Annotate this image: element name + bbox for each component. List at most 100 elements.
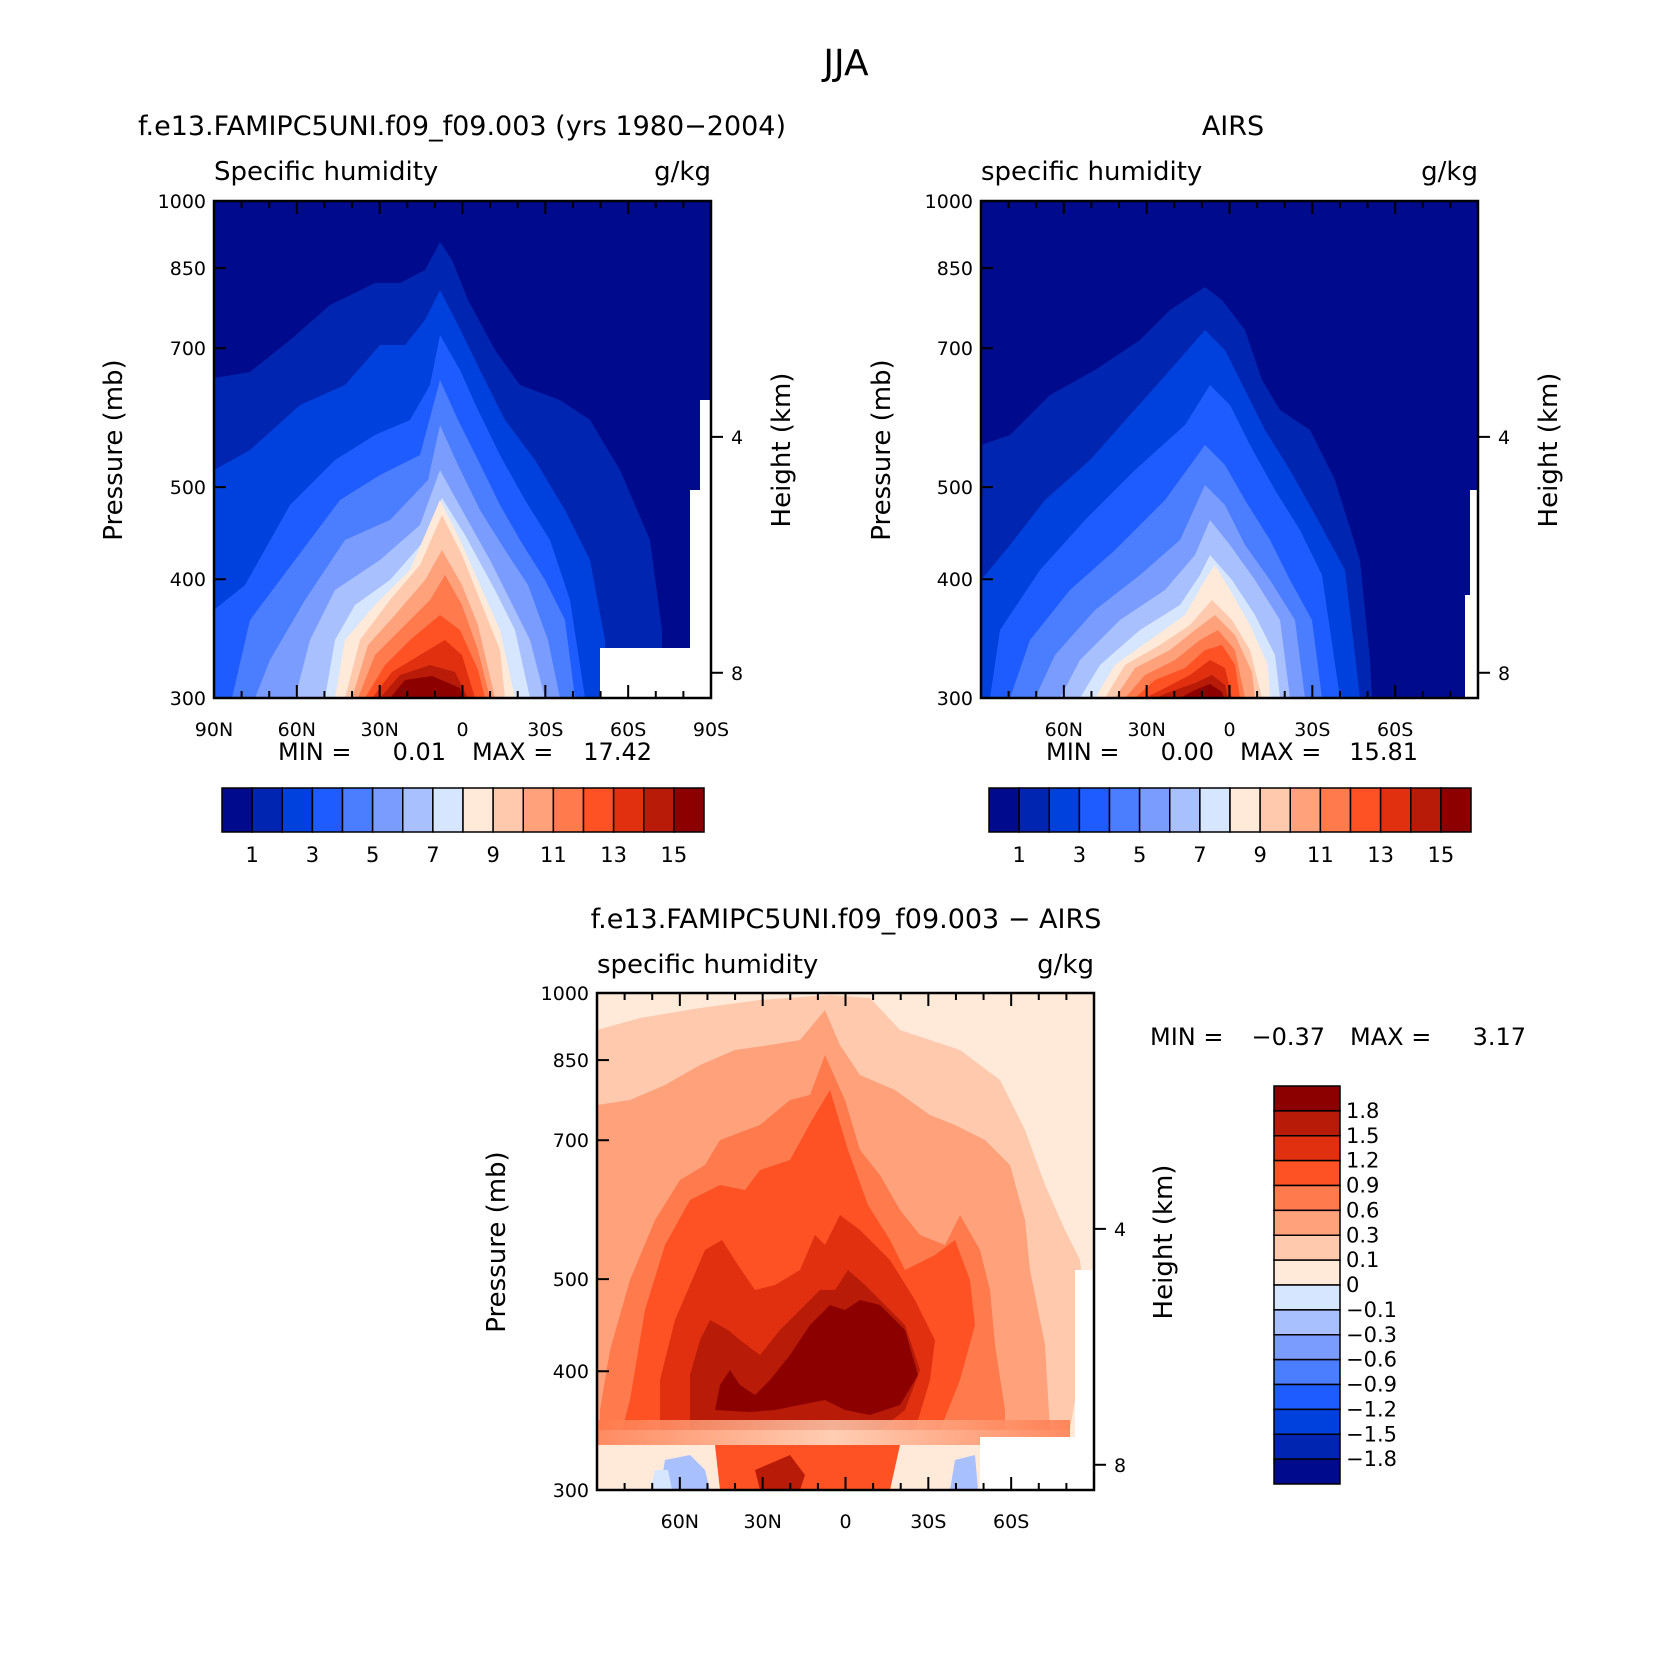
x-tick-label: 90S — [693, 719, 729, 741]
colorbar-box — [1273, 1110, 1341, 1137]
y-tick-label: 400 — [937, 569, 973, 591]
missing-data-mask — [980, 1270, 1094, 1490]
y-tick-label: 300 — [553, 1480, 589, 1502]
panel-model: f.e13.FAMIPC5UNI.f09_f09.003 (yrs 1980−2… — [99, 111, 797, 867]
colorbar-box — [1273, 1309, 1341, 1336]
panel-airs-max-label: MAX = — [1240, 738, 1321, 766]
colorbar-label: 0.6 — [1346, 1198, 1379, 1222]
y-right-tick-label: 8 — [1114, 1455, 1126, 1477]
x-tick-label: 0 — [1223, 719, 1235, 741]
panel-model-right-string: g/kg — [654, 157, 711, 187]
panel-airs-min-label: MIN = — [1046, 738, 1119, 766]
colorbar-label: −1.2 — [1346, 1397, 1397, 1421]
panel-airs-ylabel-right: Height (km) — [1534, 373, 1564, 528]
x-tick-label: 30N — [743, 1511, 781, 1533]
y-right-tick-label: 8 — [1498, 663, 1510, 685]
colorbar-box — [1108, 787, 1141, 833]
colorbar-label: 7 — [426, 843, 439, 867]
colorbar-label: 1 — [1012, 843, 1025, 867]
colorbar-box — [1273, 1358, 1341, 1386]
colorbar-box — [251, 787, 283, 833]
panel-airs-left-string: specific humidity — [981, 157, 1202, 187]
colorbar-label: 1.8 — [1346, 1099, 1379, 1123]
y-tick-label: 500 — [937, 477, 973, 499]
panel-airs: AIRS specific humidity g/kg 60N 30N 0 30S 60… — [867, 111, 1564, 867]
panel-model-ylabel-right: Height (km) — [767, 373, 797, 528]
x-tick-label: 60S — [993, 1511, 1029, 1533]
x-tick-label: 0 — [456, 719, 468, 741]
colorbar-label: 15 — [661, 843, 688, 867]
panel-airs-frame: 60N 30N 0 30S 60S 300 400 500 700 850 1000 8 4 — [925, 191, 1510, 741]
colorbar-label: 9 — [486, 843, 499, 867]
panel-model-frame: 90N 60N 30N 0 30S 60S 90S 300 400 500 700 850 1000 8 4 — [158, 191, 743, 741]
colorbar-box — [1410, 787, 1442, 833]
x-tick-label: 30N — [1127, 719, 1165, 741]
colorbar-label: 0.9 — [1346, 1174, 1379, 1198]
panel-airs-title: AIRS — [1202, 111, 1264, 142]
colorbar-box — [462, 787, 494, 833]
colorbar-label: 3 — [1073, 843, 1086, 867]
y-tick-label: 400 — [170, 569, 206, 591]
colorbar-label: 1.5 — [1346, 1124, 1379, 1148]
y-tick-label: 300 — [170, 688, 206, 710]
colorbar-box — [1273, 1135, 1341, 1162]
x-tick-label: 60N — [1045, 719, 1083, 741]
colorbar-label: 5 — [1133, 843, 1146, 867]
y-tick-label: 700 — [170, 338, 206, 360]
colorbar-box — [1078, 787, 1111, 833]
panel-model-min-value: 0.01 — [393, 738, 446, 766]
colorbar-label: −0.6 — [1346, 1348, 1397, 1372]
y-tick-label: 500 — [170, 477, 206, 499]
figure-title: JJA — [821, 43, 869, 84]
colorbar-label: −0.3 — [1346, 1323, 1397, 1347]
panel-diff-ylabel: Pressure (mb) — [482, 1151, 512, 1332]
panel-diff-max-value: 3.17 — [1473, 1023, 1526, 1051]
x-tick-label: 60N — [661, 1511, 699, 1533]
panel-model-title: f.e13.FAMIPC5UNI.f09_f09.003 (yrs 1980−2… — [138, 111, 786, 142]
y-right-tick-label: 4 — [731, 427, 743, 449]
x-tick-label: 30S — [527, 719, 563, 741]
y-tick-label: 300 — [937, 688, 973, 710]
colorbar-box — [1273, 1433, 1341, 1460]
x-tick-label: 60S — [610, 719, 646, 741]
panel-model-contours — [214, 201, 711, 698]
colorbar-box — [612, 787, 645, 833]
colorbar-box — [371, 787, 404, 833]
colorbar-box — [1273, 1209, 1341, 1236]
colorbar-label: −0.1 — [1346, 1298, 1397, 1322]
colorbar-box — [1169, 787, 1201, 833]
colorbar-box — [1319, 787, 1352, 833]
colorbar-label: 11 — [540, 843, 567, 867]
colorbar-label: 5 — [366, 843, 379, 867]
panel-model-max-label: MAX = — [472, 738, 553, 766]
colorbar-label: 0 — [1346, 1273, 1359, 1297]
surface-neg-blue-north — [660, 1455, 710, 1490]
contour-level-7 — [715, 1300, 918, 1415]
colorbar-box — [281, 787, 314, 833]
colorbar-label: 13 — [1367, 843, 1394, 867]
colorbar-label: 11 — [1307, 843, 1334, 867]
panel-model-colorbar: 1 3 5 7 9 11 13 15 — [221, 787, 705, 867]
colorbar-label: 1 — [245, 843, 258, 867]
colorbar-box — [1273, 1159, 1341, 1187]
colorbar-label: 15 — [1428, 843, 1455, 867]
y-right-tick-label: 4 — [1114, 1219, 1126, 1241]
colorbar-box — [432, 787, 464, 833]
colorbar-box — [1440, 787, 1472, 833]
colorbar-label: 0.3 — [1346, 1223, 1379, 1247]
y-tick-label: 400 — [553, 1361, 589, 1383]
colorbar-box — [988, 787, 1020, 833]
x-tick-label: 0 — [839, 1511, 851, 1533]
missing-data-mask — [1465, 490, 1478, 698]
y-tick-label: 850 — [553, 1050, 589, 1072]
y-tick-label: 500 — [553, 1269, 589, 1291]
x-tick-label: 60N — [278, 719, 316, 741]
colorbar-box — [1273, 1458, 1341, 1485]
colorbar-box — [673, 787, 705, 833]
colorbar-box — [1289, 787, 1322, 833]
panel-diff-min-value: −0.37 — [1251, 1023, 1325, 1051]
surface-neg-lightblue-north — [650, 1470, 672, 1490]
colorbar-box — [221, 787, 253, 833]
colorbar-label: 13 — [600, 843, 627, 867]
